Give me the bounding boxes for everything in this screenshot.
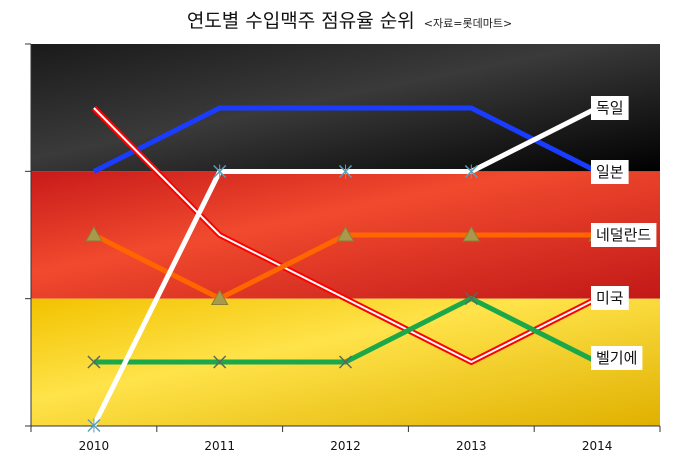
marker-x	[87, 355, 101, 369]
series-line-1	[92, 105, 599, 174]
marker-x	[464, 291, 478, 306]
x-tick-label: 2011	[204, 439, 235, 453]
x-tick-label: 2014	[582, 439, 613, 453]
axes: 2010 2011 2012 2013 2014	[25, 43, 661, 453]
series-label-box	[591, 286, 629, 310]
series-label-box	[591, 223, 657, 247]
series-label-box	[591, 346, 643, 370]
chart-title-row: 연도별 수입맥주 점유율 순위 <자료=롯데마트>	[0, 6, 699, 33]
series-label-box	[591, 160, 629, 184]
marker-x	[213, 355, 227, 369]
series-label-3: 미국	[596, 289, 624, 307]
series-label-2: 네덜란드	[596, 226, 651, 244]
x-tick-label: 2013	[456, 439, 487, 453]
x-tick-label: 2012	[330, 439, 361, 453]
marker-triangle	[85, 225, 103, 242]
marker-x	[338, 355, 353, 369]
chart-title: 연도별 수입맥주 점유율 순위	[186, 10, 415, 32]
series-label-1: 일본	[596, 163, 624, 181]
x-tick-label: 2010	[79, 439, 110, 453]
series-label-4: 벨기에	[596, 349, 637, 367]
marker-triangle	[462, 225, 481, 242]
marker-triangle	[336, 225, 355, 242]
series-label-box	[591, 96, 629, 120]
chart-source-note: <자료=롯데마트>	[423, 17, 513, 30]
series-label-0: 독일	[596, 99, 624, 117]
marker-triangle	[210, 289, 229, 305]
series-line-3-inner	[93, 107, 598, 363]
